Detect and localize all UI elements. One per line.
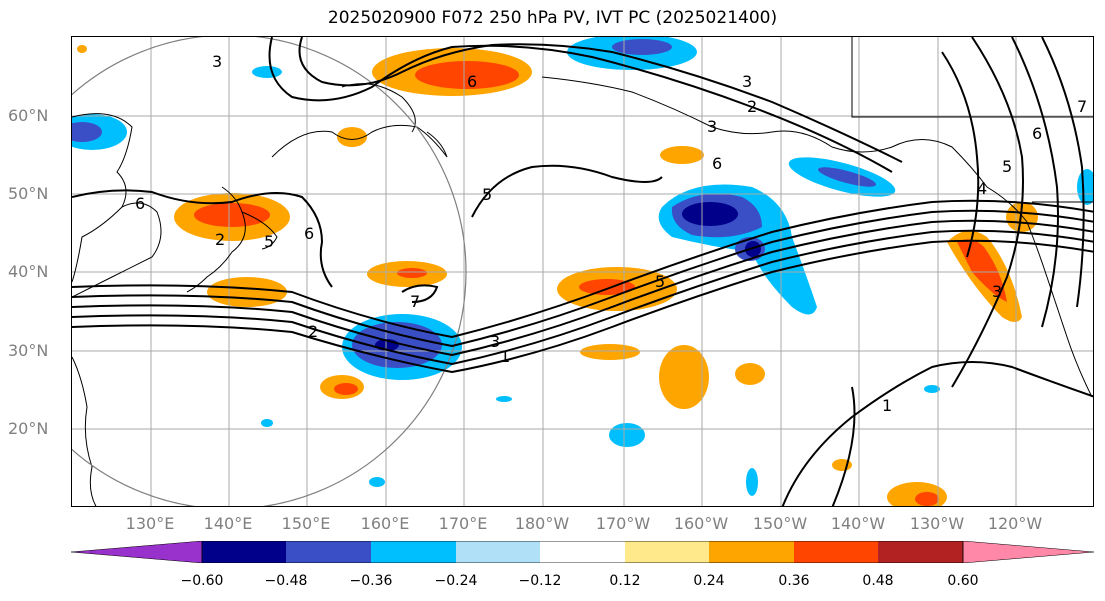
contour-label: 1 [882,396,892,415]
colorbar-tick-label: 0.12 [609,573,641,589]
colorbar-tick-label: −0.36 [349,573,393,589]
contour-label: 2 [308,322,318,341]
lon-label: 160°W [673,514,729,533]
map-title: 2025020900 F072 250 hPa PV, IVT PC (2025… [327,8,778,28]
map-panel: 3 6 3 2 3 6 5 6 2 5 6 7 5 3 1 2 1 3 4 5 … [71,36,1094,507]
lon-label: 170°W [595,514,651,533]
colorbar-tick-label: −0.24 [434,573,478,589]
lat-label: 50°N [8,184,49,203]
contour-label-group: 3 6 3 2 3 6 5 6 2 5 6 7 5 3 1 2 1 3 4 5 … [135,52,1087,415]
contour-label: 5 [482,185,492,204]
contour-label: 3 [742,72,752,91]
lat-label: 30°N [8,341,49,360]
contour-label: 3 [992,282,1002,301]
contour-label: 5 [264,232,274,251]
contour-label: 5 [655,272,665,291]
lon-label: 140°W [830,514,886,533]
colorbar-segment [286,541,371,563]
colorbar-segment [71,541,203,563]
colorbar-tick-label: −0.60 [180,573,224,589]
contour-label: 6 [135,194,145,213]
contour-label: 6 [712,154,722,173]
colorbar-tick-label: 0.24 [693,573,725,589]
contour-lines [72,37,1093,506]
colorbar [71,541,1095,563]
lat-label: 20°N [8,419,49,438]
contour-label: 3 [490,332,500,351]
colorbar-tick-label: −0.48 [264,573,308,589]
contour-label: 7 [410,292,420,311]
lon-label: 130°W [909,514,965,533]
contour-label: 7 [1077,97,1087,116]
reference-circle [72,37,467,506]
map-canvas: 3 6 3 2 3 6 5 6 2 5 6 7 5 3 1 2 1 3 4 5 … [72,37,1093,506]
negative-shading [72,37,1093,496]
lon-label: 120°W [987,514,1043,533]
contour-label: 3 [212,52,222,71]
lon-label: 130°E [125,514,175,533]
contour-label: 6 [1032,124,1042,143]
colorbar-segment [456,541,540,563]
contour-label: 6 [304,224,314,243]
colorbar-tick-label: 0.48 [862,573,894,589]
colorbar-tick-label: −0.12 [518,573,562,589]
colorbar-tick-label: 0.36 [778,573,810,589]
contour-label: 2 [747,97,757,116]
contour-label: 6 [467,72,477,91]
colorbar-segment [709,541,794,563]
positive-shading [77,45,1038,506]
contour-label: 2 [215,230,225,249]
lon-label: 140°E [203,514,253,533]
lon-label: 160°E [360,514,410,533]
colorbar-segment [878,541,963,563]
lat-label: 40°N [8,262,49,281]
colorbar-segment [202,541,286,563]
lon-label: 150°E [281,514,331,533]
gridlines [72,37,1093,506]
colorbar-segment [625,541,709,563]
lon-label: 170°E [438,514,488,533]
colorbar-tick-label: 0.60 [947,573,979,589]
colorbar-segment [962,541,1095,563]
contour-label: 3 [707,117,717,136]
contour-label: 1 [500,347,510,366]
lat-label: 60°N [8,106,49,125]
lon-label: 150°W [752,514,808,533]
contour-label: 4 [977,179,987,198]
colorbar-segment [794,541,878,563]
coastlines [72,37,1093,506]
lon-label: 180°W [514,514,570,533]
colorbar-segment [540,541,625,563]
colorbar-segment [371,541,456,563]
contour-label: 5 [1002,157,1012,176]
